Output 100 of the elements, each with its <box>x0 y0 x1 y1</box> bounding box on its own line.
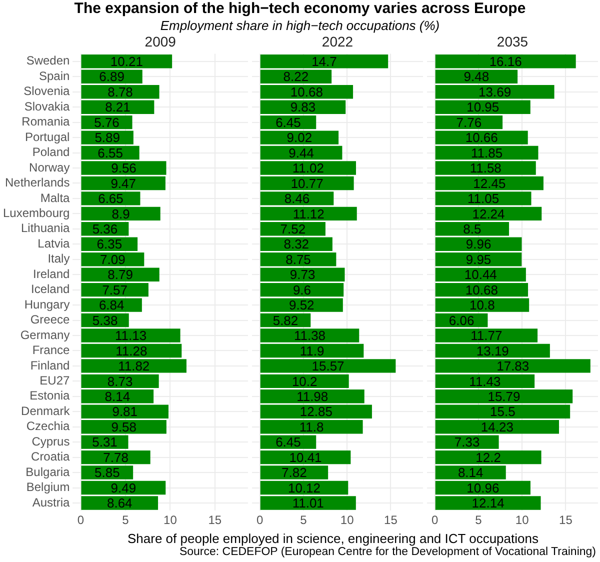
data-label: 11.28 <box>116 343 148 358</box>
x-axis-title: Share of people employed in science, engineering and ICT occupations <box>126 531 540 546</box>
data-label: 9.95 <box>466 252 492 267</box>
data-label: 10.66 <box>465 130 498 146</box>
x-tick-label: 0 <box>432 513 439 528</box>
data-label: 9.81 <box>112 404 138 420</box>
x-tick-label: 15 <box>208 513 222 528</box>
data-label: 10.12 <box>288 480 321 496</box>
data-label: 7.57 <box>102 282 128 298</box>
data-label: 8.73 <box>107 374 133 389</box>
text: The expansion of the high−tech economy varies across Europe <box>73 0 527 18</box>
data-label: 8.14 <box>104 388 130 404</box>
x-tick-label: 0 <box>77 513 84 528</box>
data-label: 8.22 <box>283 69 309 84</box>
y-tick-label: Sweden <box>26 54 70 68</box>
data-label: 5.36 <box>92 221 118 236</box>
y-tick-label: Spain <box>39 68 70 83</box>
data-label: 8.64 <box>106 496 132 511</box>
y-tick-label: Norway <box>29 160 70 174</box>
data-label: 11.58 <box>470 160 502 176</box>
y-tick-label: Portugal <box>25 130 70 144</box>
x-tick-label: 15 <box>384 513 398 528</box>
y-tick-label: Slovenia <box>24 84 70 98</box>
data-label: 9.02 <box>286 130 312 146</box>
x-tick-label: 15 <box>559 513 573 528</box>
data-label: 11.77 <box>470 328 502 344</box>
y-tick-label: Finland <box>30 358 70 372</box>
data-label: 6.65 <box>98 191 124 206</box>
y-tick-label: Netherlands <box>4 176 70 190</box>
y-tick-label: Lithuania <box>20 221 70 236</box>
data-label: 7.52 <box>280 221 306 236</box>
data-label: 11.43 <box>469 374 501 389</box>
data-label: 10.68 <box>290 84 323 100</box>
data-label: 12.45 <box>473 176 506 191</box>
x-tick-label: 10 <box>164 513 178 528</box>
text: Employment share in high−tech occupations (%) <box>159 18 441 34</box>
data-label: 5.76 <box>94 114 120 130</box>
y-tick-label: Iceland <box>31 282 70 296</box>
data-label: 9.6 <box>292 282 312 298</box>
data-label: 8.32 <box>284 236 310 252</box>
y-tick-label: France <box>32 343 70 358</box>
data-label: 12.24 <box>472 206 505 222</box>
data-label: 7.33 <box>454 434 480 450</box>
data-label: 9.83 <box>290 100 316 115</box>
data-label: 5.85 <box>94 465 120 480</box>
data-label: 9.48 <box>464 69 490 84</box>
data-label: 6.06 <box>448 312 474 328</box>
y-tick-label: Luxembourg <box>2 206 70 220</box>
y-tick-label: Italy <box>48 252 70 266</box>
data-label: 7.09 <box>100 252 126 267</box>
data-label: 12.85 <box>300 404 332 420</box>
data-label: 15.57 <box>312 358 344 374</box>
y-tick-label: Malta <box>40 190 70 205</box>
data-label: 11.8 <box>299 419 324 434</box>
data-label: 6.55 <box>98 145 123 160</box>
data-label: 9.52 <box>288 298 314 313</box>
data-label: 11.02 <box>292 160 324 176</box>
data-label: 10.21 <box>110 54 143 69</box>
data-label: 7.78 <box>103 450 128 465</box>
data-label: 10.41 <box>289 450 322 465</box>
data-label: 11.05 <box>468 191 500 206</box>
data-label: 5.38 <box>92 312 118 328</box>
x-tick-label: 10 <box>515 513 530 528</box>
data-label: 8.14 <box>458 465 484 480</box>
chart-title: 2035 <box>496 33 528 50</box>
data-label: 10.68 <box>465 282 498 298</box>
data-label: 8.21 <box>105 100 130 115</box>
y-tick-label: Latvia <box>38 236 70 250</box>
data-label: 8.9 <box>112 206 130 222</box>
data-label: 9.73 <box>290 267 316 282</box>
data-label: 13.19 <box>476 343 509 358</box>
data-label: 9.58 <box>111 419 137 434</box>
data-label: 6.89 <box>99 69 124 84</box>
data-label: 9.47 <box>110 176 136 191</box>
data-label: 10.2 <box>292 374 318 389</box>
data-label: 5.89 <box>94 130 120 146</box>
data-label: 14.23 <box>480 419 514 434</box>
data-label: 11.82 <box>118 358 150 374</box>
x-tick-label: 5 <box>300 513 308 528</box>
data-label: 12.2 <box>476 450 501 465</box>
data-label: 7.82 <box>282 465 307 480</box>
data-label: 8.75 <box>286 252 311 267</box>
data-label: 8.79 <box>108 267 133 282</box>
data-label: 11.38 <box>294 328 326 344</box>
y-tick-label: Belgium <box>26 480 70 494</box>
y-tick-label: Hungary <box>24 297 70 312</box>
y-tick-label: Slovakia <box>24 99 70 114</box>
y-tick-label: Czechia <box>26 419 70 434</box>
data-label: 9.96 <box>466 236 492 252</box>
data-label: 10.8 <box>470 298 495 313</box>
data-label: 8.5 <box>463 221 482 236</box>
data-label: 12.14 <box>472 496 504 511</box>
y-tick-label: Poland <box>32 145 70 160</box>
data-label: 5.82 <box>272 312 298 328</box>
y-tick-label: Romania <box>22 114 70 129</box>
y-tick-label: Germany <box>20 328 70 342</box>
data-label: 6.35 <box>96 236 122 252</box>
data-label: 14.7 <box>312 54 337 69</box>
y-tick-label: Denmark <box>21 404 71 418</box>
data-label: 15.5 <box>490 404 516 420</box>
